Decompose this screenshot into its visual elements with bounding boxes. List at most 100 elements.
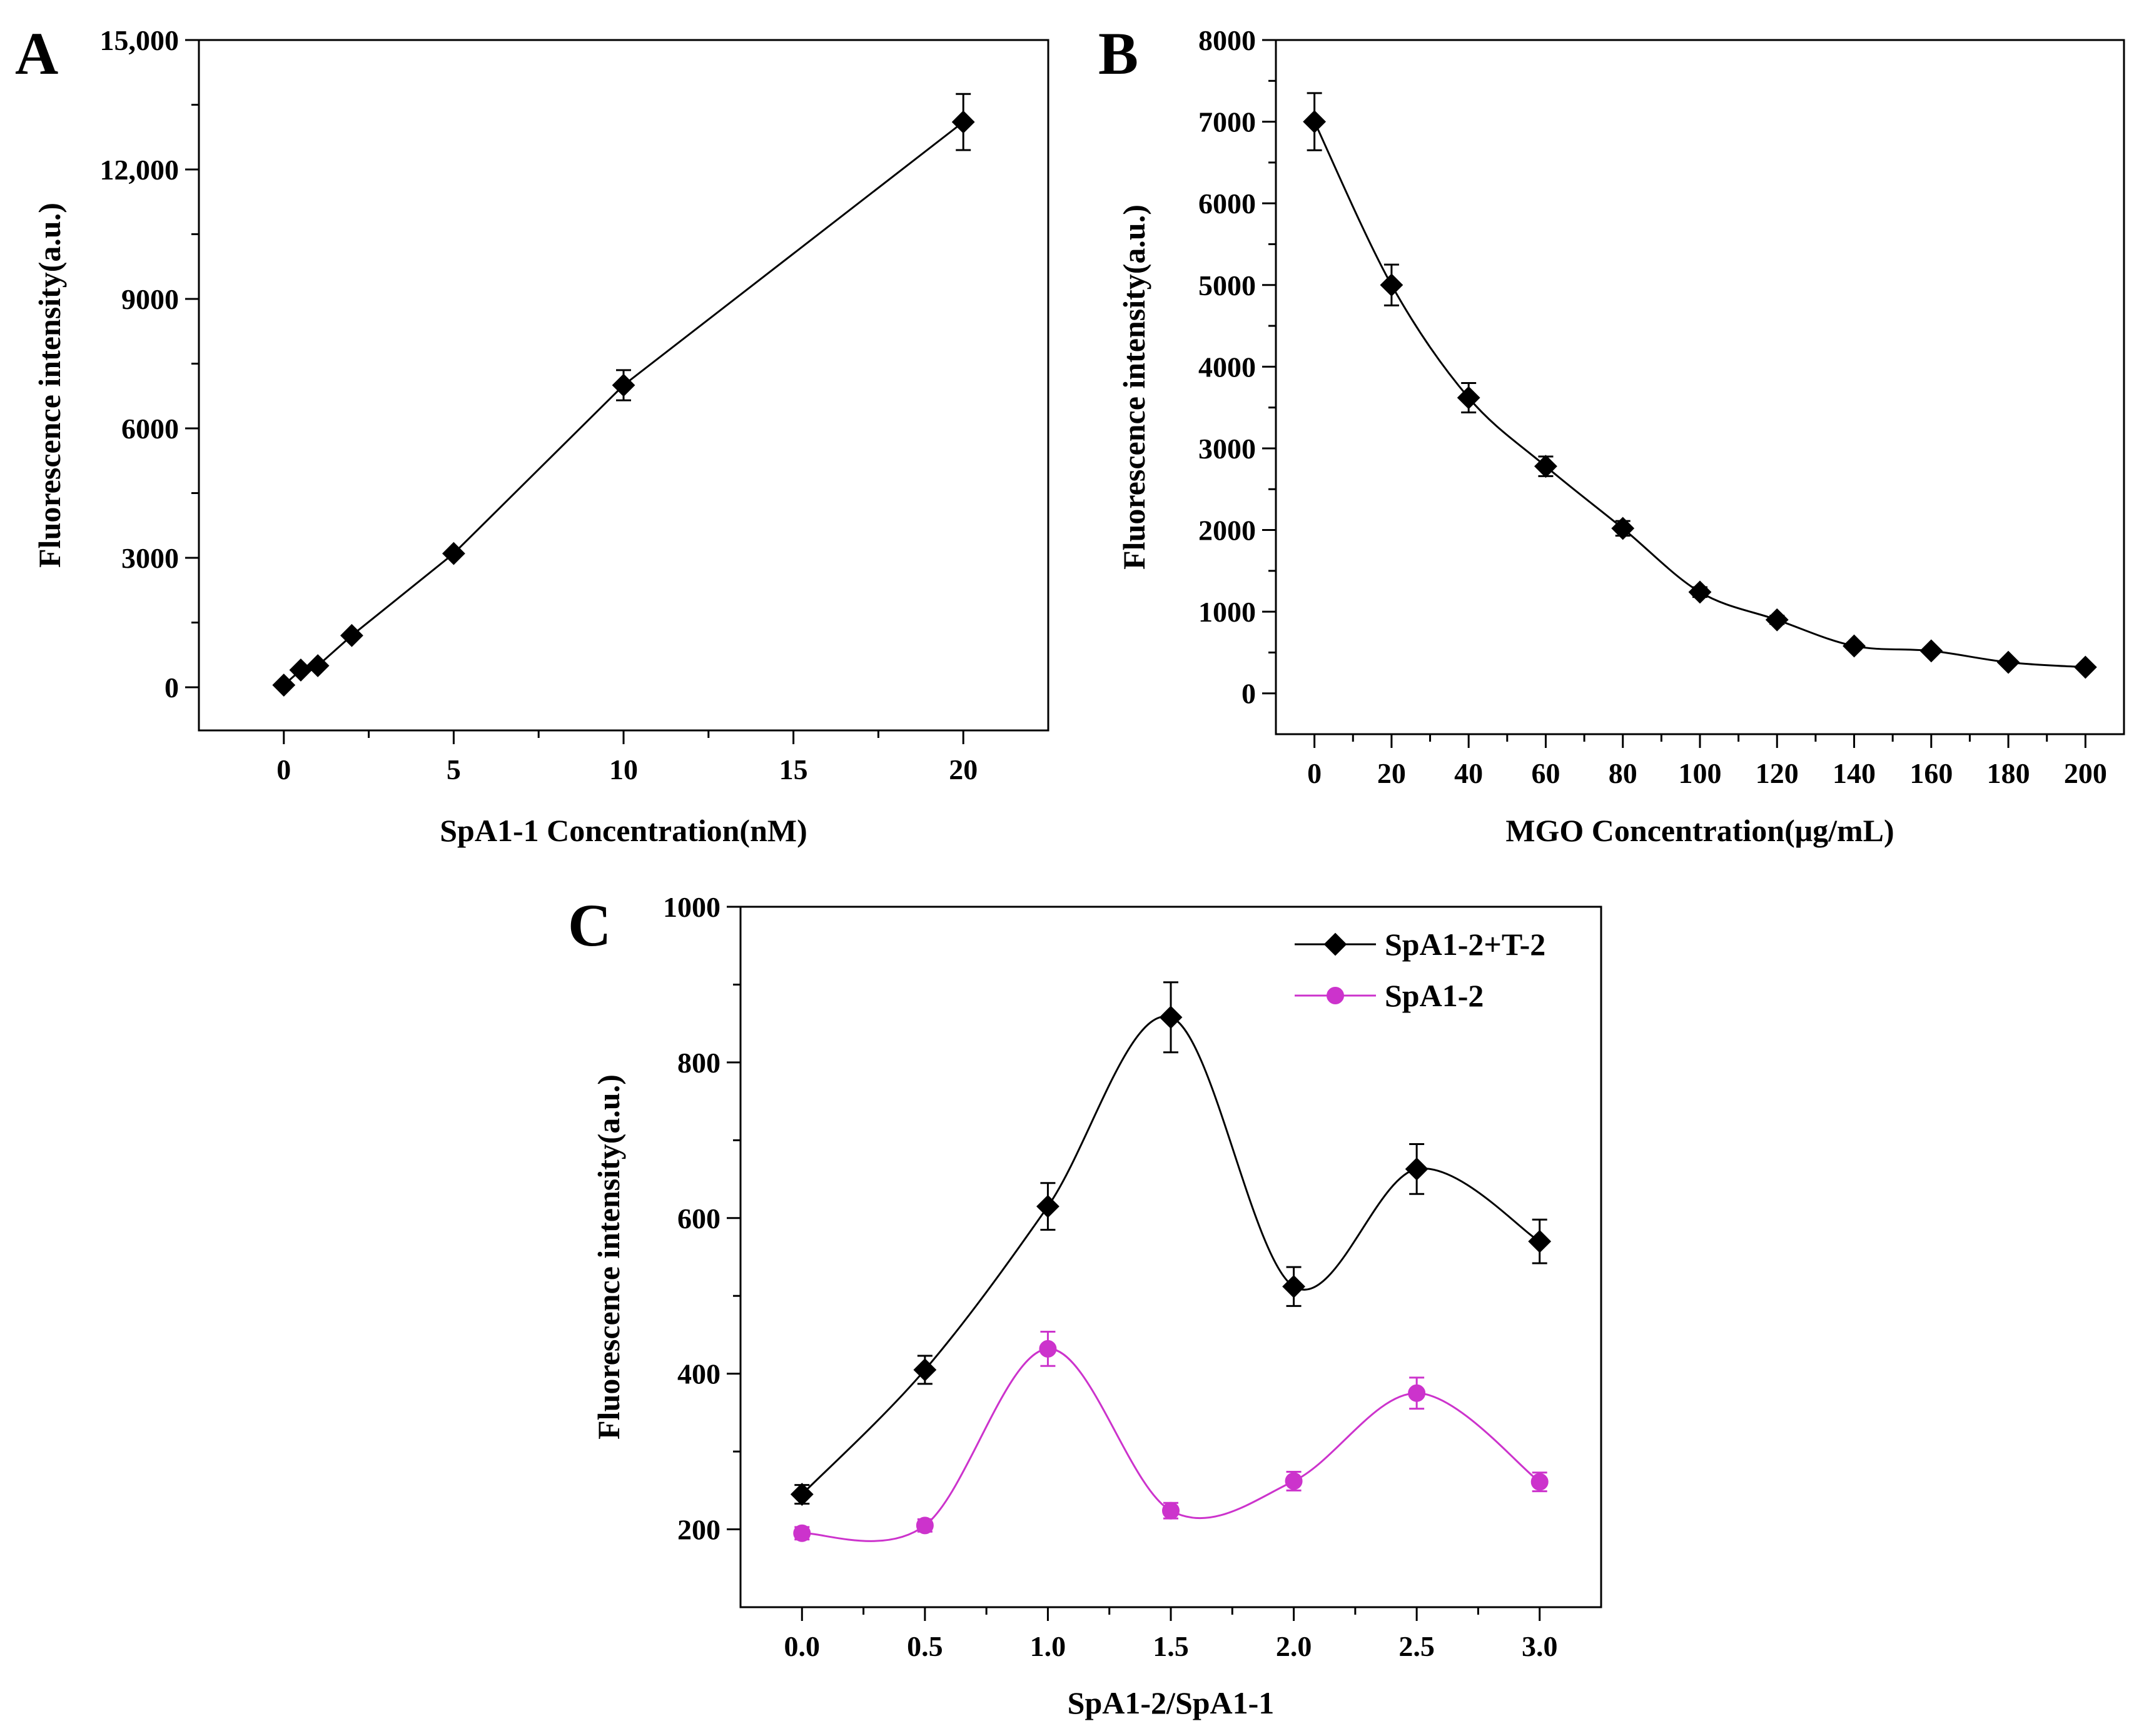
data-point bbox=[913, 1358, 937, 1381]
x-tick-label: 0 bbox=[1307, 757, 1322, 789]
data-point bbox=[1919, 639, 1943, 663]
data-point bbox=[1611, 517, 1635, 540]
x-tick-label: 0 bbox=[276, 754, 291, 785]
y-tick-label: 7000 bbox=[1198, 106, 1256, 138]
series-0 bbox=[790, 981, 1552, 1506]
data-point bbox=[1405, 1157, 1428, 1181]
legend-marker bbox=[1323, 932, 1347, 956]
data-point bbox=[1996, 650, 2020, 674]
series-line bbox=[283, 121, 964, 686]
data-point bbox=[1380, 273, 1403, 297]
data-point bbox=[1036, 1194, 1059, 1218]
y-tick-label: 9000 bbox=[121, 283, 179, 315]
data-point bbox=[2073, 655, 2097, 679]
y-tick-label: 2000 bbox=[1198, 515, 1256, 547]
x-tick-label: 5 bbox=[447, 754, 461, 785]
series-0 bbox=[1303, 92, 2097, 679]
series-0 bbox=[272, 93, 975, 697]
y-tick-label: 4000 bbox=[1198, 351, 1256, 383]
chart-c: 0.0 0.5 1.0 1.5 2.0 2.5 3.0 200 400 600 800 1000 SpA… bbox=[568, 891, 1602, 1720]
data-point bbox=[1457, 386, 1480, 410]
panel-letter: B bbox=[1098, 20, 1138, 87]
y-tick-label: 1000 bbox=[663, 891, 721, 923]
plot-frame bbox=[1275, 39, 2125, 735]
y-tick-label: 6000 bbox=[121, 413, 179, 445]
data-point bbox=[1282, 1274, 1305, 1298]
x-tick-label: 40 bbox=[1454, 757, 1483, 789]
chart-a: 0 5 10 15 20 0 3000 6000 9000 12,000 15,000 SpA1-1 … bbox=[15, 20, 1049, 848]
x-tick-label: 2.5 bbox=[1398, 1630, 1435, 1662]
panel-letter: C bbox=[568, 892, 611, 959]
series-line bbox=[1313, 121, 2086, 669]
data-point bbox=[916, 1516, 934, 1535]
data-point bbox=[1843, 634, 1866, 658]
data-point bbox=[340, 623, 363, 647]
data-point bbox=[790, 1483, 814, 1506]
y-axis-title: Fluorescence intensity(a.u.) bbox=[32, 203, 67, 568]
x-tick-label: 60 bbox=[1531, 757, 1560, 789]
y-tick-label: 8000 bbox=[1198, 24, 1256, 56]
x-tick-label: 100 bbox=[1679, 757, 1722, 789]
x-tick-label: 15 bbox=[779, 754, 808, 785]
data-point bbox=[1039, 1340, 1057, 1358]
x-tick-label: 200 bbox=[2064, 757, 2107, 789]
panel-letter: A bbox=[15, 20, 58, 87]
legend-marker bbox=[1327, 987, 1344, 1004]
y-tick-label: 0 bbox=[1241, 678, 1256, 710]
x-tick-label: 140 bbox=[1833, 757, 1876, 789]
y-tick-label: 200 bbox=[677, 1514, 721, 1546]
y-tick-label: 3000 bbox=[121, 542, 179, 574]
y-tick-label: 600 bbox=[677, 1203, 721, 1234]
data-point bbox=[793, 1524, 811, 1542]
x-tick-label: 1.0 bbox=[1030, 1630, 1066, 1662]
data-point bbox=[1530, 1473, 1549, 1491]
data-point bbox=[1285, 1472, 1303, 1490]
x-axis-title: SpA1-2/SpA1-1 bbox=[1068, 1685, 1275, 1720]
y-tick-label: 6000 bbox=[1198, 188, 1256, 220]
data-point bbox=[1162, 1501, 1180, 1520]
legend-label: SpA1-2 bbox=[1385, 978, 1484, 1013]
y-tick-label: 0 bbox=[164, 672, 179, 704]
data-point bbox=[306, 654, 330, 677]
data-point bbox=[1688, 580, 1712, 604]
y-tick-label: 5000 bbox=[1198, 270, 1256, 301]
y-axis-title: Fluorescence intensity(a.u.) bbox=[1116, 204, 1151, 570]
x-tick-label: 180 bbox=[1987, 757, 2030, 789]
legend: SpA1-2+T-2 SpA1-2 bbox=[1295, 927, 1545, 1013]
x-axis-title: SpA1-1 Concentration(nM) bbox=[440, 813, 807, 848]
data-point bbox=[1528, 1229, 1552, 1253]
x-tick-label: 2.0 bbox=[1276, 1630, 1312, 1662]
data-point bbox=[951, 110, 975, 134]
chart-b: 0 20 40 60 80 100 120 140 160 180 2000100020003000… bbox=[1098, 20, 2125, 848]
y-axis-title: Fluorescence intensity(a.u.) bbox=[591, 1074, 626, 1440]
legend-label: SpA1-2+T-2 bbox=[1385, 927, 1545, 962]
data-point bbox=[1303, 110, 1327, 134]
data-point bbox=[612, 373, 635, 397]
data-point bbox=[1408, 1384, 1426, 1402]
data-point bbox=[1765, 608, 1789, 632]
data-point bbox=[442, 542, 465, 565]
series-1 bbox=[793, 1330, 1549, 1542]
data-point bbox=[1534, 455, 1557, 478]
x-tick-label: 1.5 bbox=[1153, 1630, 1189, 1662]
y-tick-label: 400 bbox=[677, 1358, 721, 1390]
x-tick-label: 10 bbox=[609, 754, 638, 785]
y-tick-label: 3000 bbox=[1198, 433, 1256, 465]
x-tick-label: 20 bbox=[949, 754, 978, 785]
x-tick-label: 160 bbox=[1909, 757, 1953, 789]
x-axis-title: MGO Concentration(μg/mL) bbox=[1505, 813, 1894, 848]
y-tick-label: 12,000 bbox=[100, 154, 180, 186]
series-line bbox=[801, 1015, 1540, 1495]
x-tick-label: 80 bbox=[1609, 757, 1637, 789]
x-tick-label: 120 bbox=[1756, 757, 1799, 789]
x-tick-label: 0.5 bbox=[907, 1630, 943, 1662]
x-tick-label: 0.0 bbox=[784, 1630, 821, 1662]
x-tick-label: 3.0 bbox=[1522, 1630, 1558, 1662]
y-tick-label: 15,000 bbox=[100, 24, 180, 56]
data-point bbox=[1159, 1006, 1183, 1029]
data-point bbox=[272, 674, 296, 697]
y-tick-label: 800 bbox=[677, 1047, 721, 1079]
x-tick-label: 20 bbox=[1377, 757, 1406, 789]
y-tick-label: 1000 bbox=[1198, 596, 1256, 628]
